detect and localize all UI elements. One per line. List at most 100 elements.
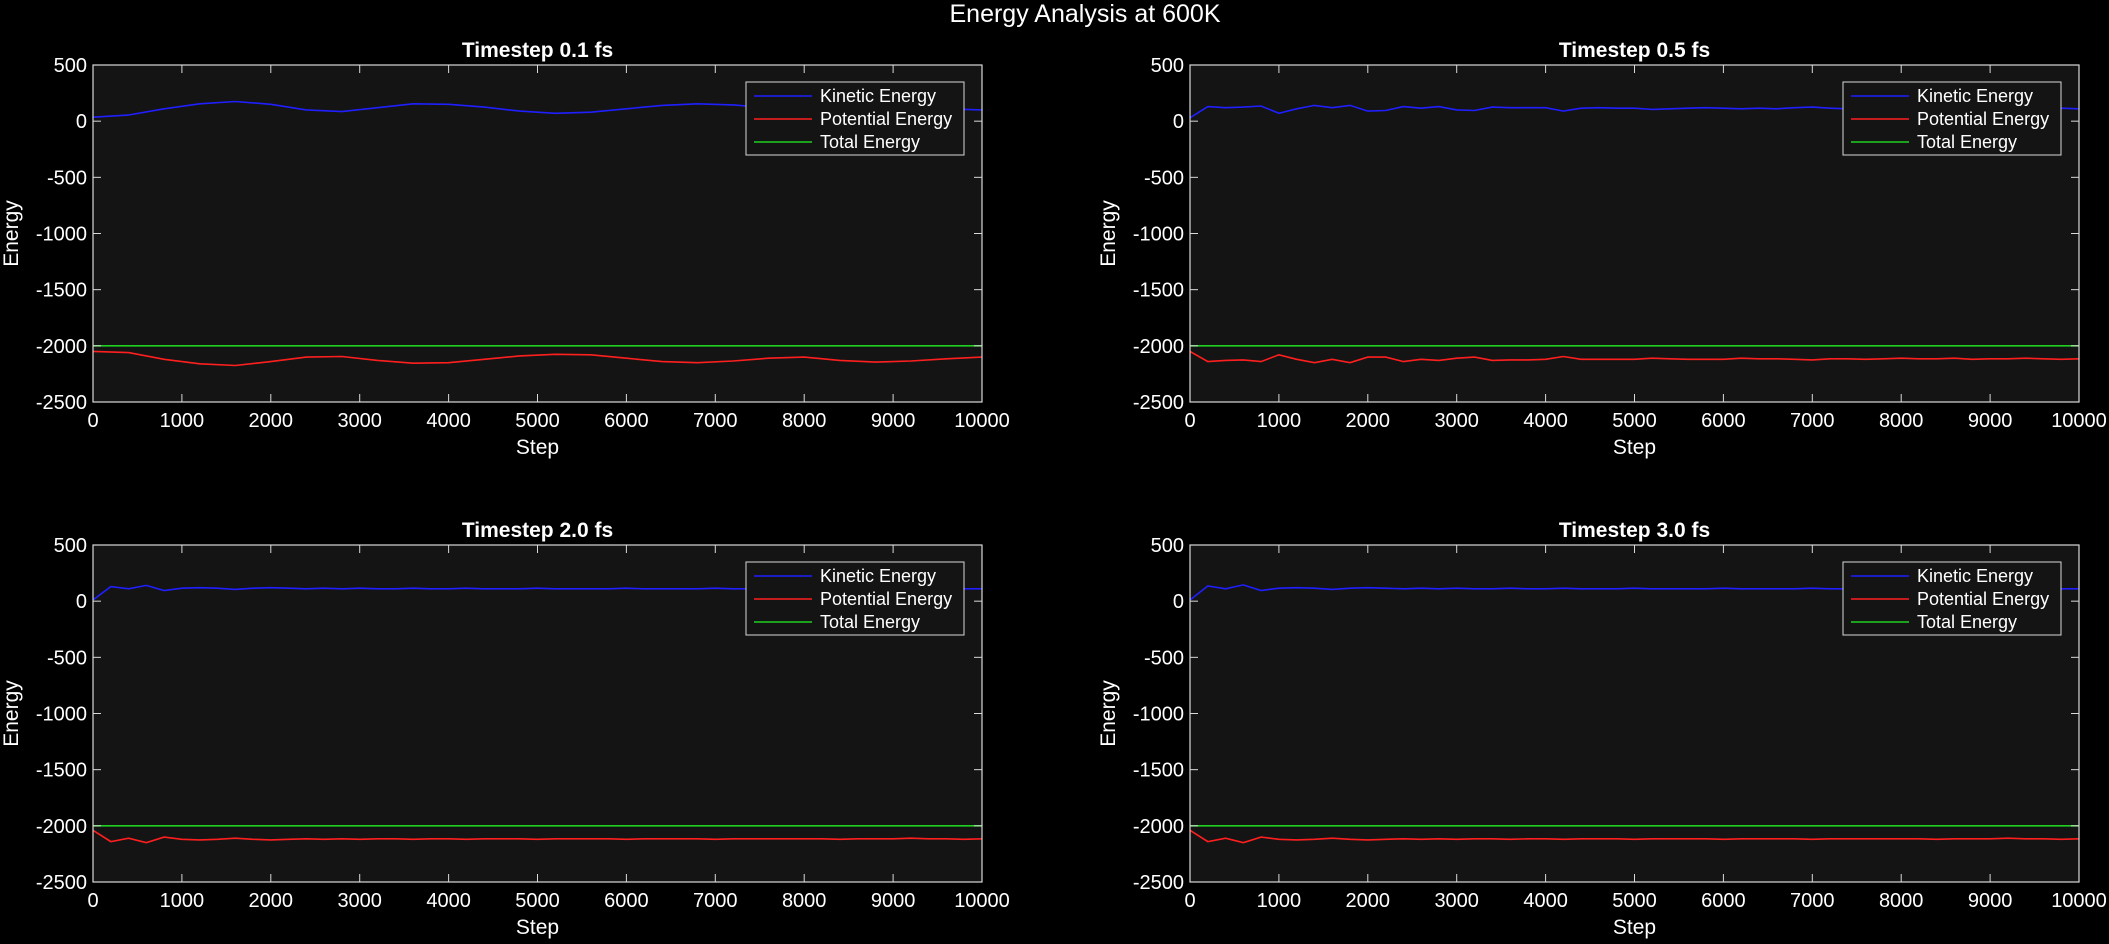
legend-label-potential-energy: Potential Energy (820, 589, 952, 609)
potential-energy-line (1190, 350, 2079, 364)
y-tick-label: -1000 (36, 704, 87, 726)
y-tick-label: 500 (54, 535, 87, 557)
x-tick-label: 0 (1184, 410, 1195, 432)
x-tick-label: 4000 (426, 410, 471, 432)
x-axis-label: Step (1613, 916, 1656, 939)
x-tick-label: 3000 (1434, 410, 1479, 432)
x-tick-label: 6000 (1701, 410, 1746, 432)
y-tick-label: 500 (1151, 535, 1184, 557)
y-tick-label: 0 (76, 591, 87, 613)
x-tick-label: 2000 (249, 410, 294, 432)
legend-label-kinetic-energy: Kinetic Energy (820, 86, 936, 106)
y-tick-label: 500 (1151, 55, 1184, 77)
legend-label-total-energy: Total Energy (1917, 612, 2017, 632)
x-tick-label: 0 (87, 890, 98, 912)
legend-label-potential-energy: Potential Energy (820, 109, 952, 129)
figure-title: Energy Analysis at 600K (950, 0, 1221, 28)
legend-label-total-energy: Total Energy (820, 612, 920, 632)
x-tick-label: 1000 (1257, 890, 1302, 912)
y-tick-label: -1500 (36, 280, 87, 302)
y-axis-label: Energy (1097, 680, 1120, 747)
y-tick-label: -2500 (1133, 392, 1184, 414)
x-axis-label: Step (516, 916, 559, 939)
y-tick-label: 0 (1173, 111, 1184, 133)
legend-label-total-energy: Total Energy (820, 132, 920, 152)
potential-energy-line (1190, 829, 2079, 844)
legend: Kinetic Energy Potential Energy Total Ener… (1842, 561, 2062, 636)
x-tick-label: 8000 (782, 410, 827, 432)
y-tick-label: -2000 (1133, 336, 1184, 358)
potential-energy-line (93, 350, 982, 367)
legend-label-potential-energy: Potential Energy (1917, 589, 2049, 609)
x-tick-label: 7000 (1790, 410, 1835, 432)
x-tick-label: 1000 (160, 890, 205, 912)
x-tick-label: 2000 (1346, 410, 1391, 432)
x-tick-label: 8000 (1879, 890, 1924, 912)
x-tick-label: 6000 (604, 410, 649, 432)
y-tick-label: -2500 (36, 872, 87, 894)
x-tick-label: 5000 (1612, 890, 1657, 912)
y-tick-label: -2000 (1133, 816, 1184, 838)
x-tick-label: 0 (1184, 890, 1195, 912)
potential-energy-line (93, 829, 982, 844)
legend-label-kinetic-energy: Kinetic Energy (1917, 86, 2033, 106)
x-axis-label: Step (1613, 436, 1656, 459)
y-tick-label: -500 (47, 167, 87, 189)
legend: Kinetic Energy Potential Energy Total Ener… (1842, 81, 2062, 156)
y-tick-label: -1000 (1133, 224, 1184, 246)
x-tick-label: 5000 (1612, 410, 1657, 432)
x-tick-label: 8000 (782, 890, 827, 912)
y-tick-label: -500 (1144, 167, 1184, 189)
legend-label-potential-energy: Potential Energy (1917, 109, 2049, 129)
subplot-title: Timestep 0.1 fs (462, 39, 613, 62)
y-tick-label: -2000 (36, 816, 87, 838)
y-tick-label: -500 (47, 647, 87, 669)
x-tick-label: 9000 (871, 890, 916, 912)
y-tick-label: -2500 (1133, 872, 1184, 894)
x-tick-label: 8000 (1879, 410, 1924, 432)
y-tick-label: -1000 (36, 224, 87, 246)
x-tick-label: 1000 (160, 410, 205, 432)
y-axis-label: Energy (1097, 200, 1120, 267)
y-tick-label: -1500 (1133, 280, 1184, 302)
x-tick-label: 10000 (2051, 410, 2107, 432)
y-tick-label: -2000 (36, 336, 87, 358)
x-tick-label: 3000 (1434, 890, 1479, 912)
x-tick-label: 3000 (337, 890, 382, 912)
y-tick-label: -500 (1144, 647, 1184, 669)
y-axis-label: Energy (0, 680, 23, 747)
y-axis-label: Energy (0, 200, 23, 267)
energy-subplot-3: Timestep 2.0 fs0 1000 2000 3000 4000 5000 6000… (0, 519, 1010, 939)
legend: Kinetic Energy Potential Energy Total Ener… (745, 561, 965, 636)
subplot-title: Timestep 3.0 fs (1559, 519, 1710, 542)
x-tick-label: 10000 (954, 410, 1010, 432)
y-tick-label: 500 (54, 55, 87, 77)
x-tick-label: 10000 (2051, 890, 2107, 912)
legend-label-kinetic-energy: Kinetic Energy (820, 566, 936, 586)
x-tick-label: 7000 (693, 410, 738, 432)
x-tick-label: 6000 (1701, 890, 1746, 912)
y-tick-label: -1500 (36, 760, 87, 782)
x-tick-label: 4000 (1523, 410, 1568, 432)
x-tick-label: 4000 (426, 890, 471, 912)
x-tick-label: 0 (87, 410, 98, 432)
x-tick-label: 7000 (693, 890, 738, 912)
x-tick-label: 5000 (515, 890, 560, 912)
x-tick-label: 1000 (1257, 410, 1302, 432)
y-tick-label: 0 (76, 111, 87, 133)
energy-subplot-1: Timestep 0.1 fs0 1000 2000 3000 4000 5000 6000… (0, 39, 1010, 459)
x-tick-label: 9000 (1968, 410, 2013, 432)
x-tick-label: 10000 (954, 890, 1010, 912)
y-tick-label: -1000 (1133, 704, 1184, 726)
y-tick-label: -2500 (36, 392, 87, 414)
x-tick-label: 4000 (1523, 890, 1568, 912)
x-tick-label: 9000 (1968, 890, 2013, 912)
y-tick-label: -1500 (1133, 760, 1184, 782)
legend: Kinetic Energy Potential Energy Total Ener… (745, 81, 965, 156)
subplot-title: Timestep 0.5 fs (1559, 39, 1710, 62)
x-tick-label: 9000 (871, 410, 916, 432)
x-tick-label: 3000 (337, 410, 382, 432)
legend-label-kinetic-energy: Kinetic Energy (1917, 566, 2033, 586)
subplot-title: Timestep 2.0 fs (462, 519, 613, 542)
